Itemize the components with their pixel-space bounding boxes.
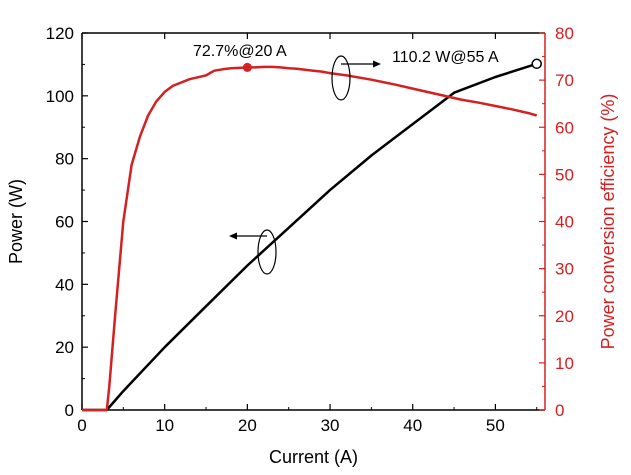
efficiency-curve-indicator-ellipse bbox=[331, 55, 351, 101]
efficiency-peak-marker bbox=[242, 62, 252, 72]
y-left-tick-label: 0 bbox=[65, 401, 74, 420]
power-series-line bbox=[82, 62, 538, 412]
y-right-tick-label: 20 bbox=[555, 307, 574, 326]
x-axis-title: Current (A) bbox=[269, 447, 358, 467]
y-right-tick-label: 40 bbox=[555, 213, 574, 232]
y-left-tick-label: 80 bbox=[55, 150, 74, 169]
efficiency-axis-arrow-head bbox=[373, 60, 381, 68]
annotation-peak-efficiency: 72.7%@20 A bbox=[193, 43, 287, 60]
y-right-tick-label: 0 bbox=[555, 401, 564, 420]
y-right-tick-label: 70 bbox=[555, 71, 574, 90]
power-max-marker bbox=[531, 58, 542, 70]
efficiency-series-line bbox=[82, 65, 538, 412]
y-right-tick-label: 50 bbox=[555, 165, 574, 184]
power-axis-arrow-head bbox=[229, 232, 237, 240]
annotation-max-power: 110.2 W@55 A bbox=[392, 49, 499, 66]
y-right-tick-label: 60 bbox=[555, 118, 574, 137]
y-left-tick-label: 60 bbox=[55, 213, 74, 232]
y-right-axis-title: Power conversion efficiency (%) bbox=[598, 94, 618, 350]
y-left-tick-label: 100 bbox=[46, 87, 74, 106]
y-right-tick-label: 80 bbox=[555, 24, 574, 43]
y-right-tick-label: 10 bbox=[555, 354, 574, 373]
x-tick-label: 10 bbox=[155, 416, 174, 435]
y-left-tick-label: 20 bbox=[55, 338, 74, 357]
y-right-tick-label: 30 bbox=[555, 260, 574, 279]
x-tick-label: 30 bbox=[321, 416, 340, 435]
y-left-axis-title: Power (W) bbox=[6, 179, 26, 264]
power-curve-indicator-ellipse bbox=[257, 229, 277, 275]
x-tick-label: 0 bbox=[77, 416, 86, 435]
y-left-tick-label: 40 bbox=[55, 275, 74, 294]
x-tick-label: 20 bbox=[238, 416, 257, 435]
y-left-tick-label: 120 bbox=[46, 24, 74, 43]
x-tick-label: 50 bbox=[486, 416, 505, 435]
x-tick-label: 40 bbox=[403, 416, 422, 435]
